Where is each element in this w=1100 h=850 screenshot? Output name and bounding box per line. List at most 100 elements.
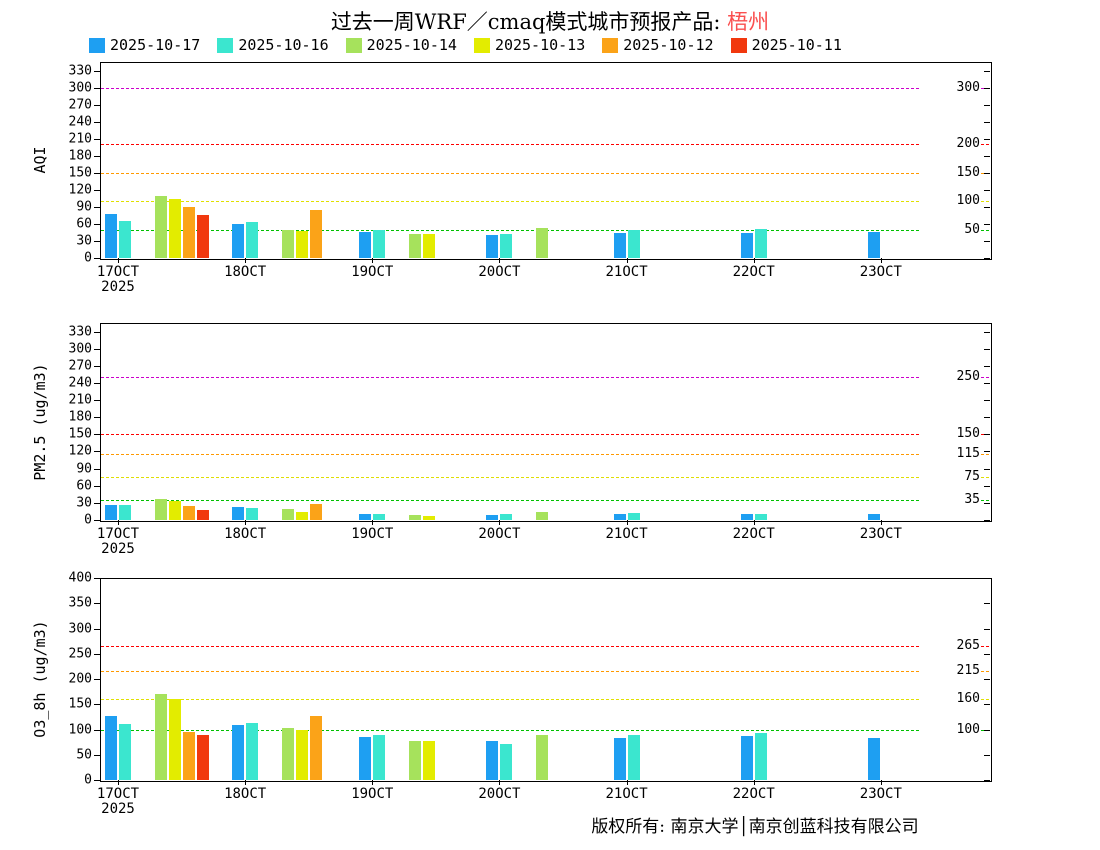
x-tick-label: 22OCT <box>732 264 775 280</box>
bar-2025-10-13-19OCT <box>423 741 436 780</box>
bar-2025-10-17-20OCT <box>486 235 499 258</box>
x-tick-label: 23OCT <box>859 264 902 280</box>
y-tick <box>94 628 100 630</box>
ref-line-label: 250 <box>920 369 980 385</box>
x-tick <box>880 780 882 785</box>
y-tick <box>94 104 100 106</box>
bar-2025-10-16-20OCT <box>500 743 513 780</box>
bar-2025-10-17-23OCT <box>867 231 880 258</box>
bar-2025-10-11-17OCT <box>197 734 209 780</box>
bar-2025-10-13-18OCT <box>296 230 309 258</box>
page-title: 过去一周WRF／cmaq模式城市预报产品: 梧州 <box>0 6 1100 36</box>
bar-2025-10-16-18OCT <box>246 723 259 780</box>
page-title-text: 过去一周WRF／cmaq模式城市预报产品: <box>330 10 728 34</box>
bar-2025-10-17-21OCT <box>613 738 626 780</box>
x-tick-label: 18OCT <box>224 264 267 280</box>
ref-line-35 <box>101 500 989 501</box>
legend-item-2025-10-13: 2025-10-13 <box>473 36 586 54</box>
y-tick <box>94 331 100 333</box>
y-axis-label-o3-8h-ug-m3-: O3_8h (ug/m3) <box>31 620 49 738</box>
ref-line-100 <box>101 729 989 731</box>
y-tick <box>94 240 100 242</box>
y-tick-label: 0 <box>84 250 92 266</box>
y-tick-label: 330 <box>68 63 92 79</box>
x-axis-year-label: 2025 <box>101 541 135 557</box>
x-tick <box>880 520 882 525</box>
legend-item-2025-10-17: 2025-10-17 <box>89 36 200 54</box>
y-tick-label: 300 <box>68 80 92 96</box>
x-tick <box>245 520 247 525</box>
y-tick-label: 0 <box>84 772 92 788</box>
bar-2025-10-14-20OCT <box>536 228 549 258</box>
y-tick <box>94 468 100 470</box>
y-tick-right <box>984 223 990 225</box>
y-tick-label: 210 <box>68 392 92 408</box>
y-tick-right <box>984 172 990 174</box>
bar-2025-10-14-17OCT <box>155 499 167 520</box>
bar-2025-10-17-23OCT <box>867 737 880 780</box>
y-tick-right <box>984 653 990 655</box>
y-tick-label: 250 <box>68 646 92 662</box>
bar-2025-10-14-18OCT <box>282 728 295 780</box>
y-tick-label: 330 <box>68 324 92 340</box>
ref-line-100 <box>101 201 989 203</box>
y-tick <box>94 653 100 655</box>
bar-2025-10-17-19OCT <box>359 231 372 258</box>
bar-2025-10-14-18OCT <box>282 229 295 258</box>
y-tick-right <box>984 520 990 521</box>
y-tick <box>94 451 100 453</box>
legend-label: 2025-10-12 <box>623 36 714 54</box>
y-tick-right <box>984 628 990 630</box>
bar-2025-10-14-17OCT <box>155 195 167 258</box>
y-axis-label-aqi: AQI <box>31 146 49 174</box>
y-tick <box>94 206 100 208</box>
ref-line-label: 50 <box>920 221 980 237</box>
bar-2025-10-16-18OCT <box>246 508 259 520</box>
y-tick <box>94 258 100 259</box>
bar-2025-10-14-19OCT <box>409 741 422 780</box>
x-tick-label: 22OCT <box>732 526 775 542</box>
y-tick-label: 350 <box>68 595 92 611</box>
y-tick-label: 120 <box>68 182 92 198</box>
bar-2025-10-17-21OCT <box>613 233 626 258</box>
legend-swatch <box>602 37 619 53</box>
bar-2025-10-12-18OCT <box>310 210 323 258</box>
y-tick <box>94 382 100 384</box>
ref-line-75 <box>101 477 989 479</box>
y-tick-label: 300 <box>68 621 92 636</box>
x-tick <box>118 520 119 525</box>
bar-2025-10-12-18OCT <box>310 715 323 780</box>
y-tick-right <box>984 400 990 402</box>
ref-line-label: 300 <box>920 79 980 95</box>
x-tick-label: 23OCT <box>859 786 902 802</box>
bar-2025-10-17-17OCT <box>105 504 117 520</box>
ref-line-250 <box>101 377 989 379</box>
y-tick-right <box>984 704 990 706</box>
bar-2025-10-17-19OCT <box>359 514 372 520</box>
bar-2025-10-13-18OCT <box>296 512 309 520</box>
y-tick-right <box>984 138 990 140</box>
bar-2025-10-17-20OCT <box>486 515 499 520</box>
bar-2025-10-16-19OCT <box>373 513 386 520</box>
y-axis-label-pm2.5-ug-m3-: PM2.5 (ug/m3) <box>31 362 49 481</box>
y-tick-right <box>984 382 990 384</box>
y-tick-right <box>984 240 990 242</box>
bar-2025-10-13-17OCT <box>169 198 181 258</box>
x-tick <box>880 258 882 263</box>
y-tick-right <box>984 121 990 123</box>
legend-label: 2025-10-14 <box>366 36 457 54</box>
bar-2025-10-16-20OCT <box>500 514 513 520</box>
y-tick <box>94 223 100 225</box>
bar-2025-10-16-20OCT <box>500 234 513 258</box>
y-tick <box>94 172 100 174</box>
legend-label: 2025-10-13 <box>494 36 586 54</box>
y-tick-label: 300 <box>68 341 92 357</box>
bar-2025-10-13-19OCT <box>423 516 436 520</box>
bar-2025-10-14-19OCT <box>409 515 422 520</box>
bar-2025-10-16-22OCT <box>754 514 767 520</box>
y-tick <box>94 485 100 487</box>
bar-2025-10-16-17OCT <box>119 221 131 258</box>
y-tick-right <box>984 729 990 731</box>
bar-2025-10-13-18OCT <box>296 729 309 780</box>
y-tick-label: 150 <box>68 165 92 181</box>
